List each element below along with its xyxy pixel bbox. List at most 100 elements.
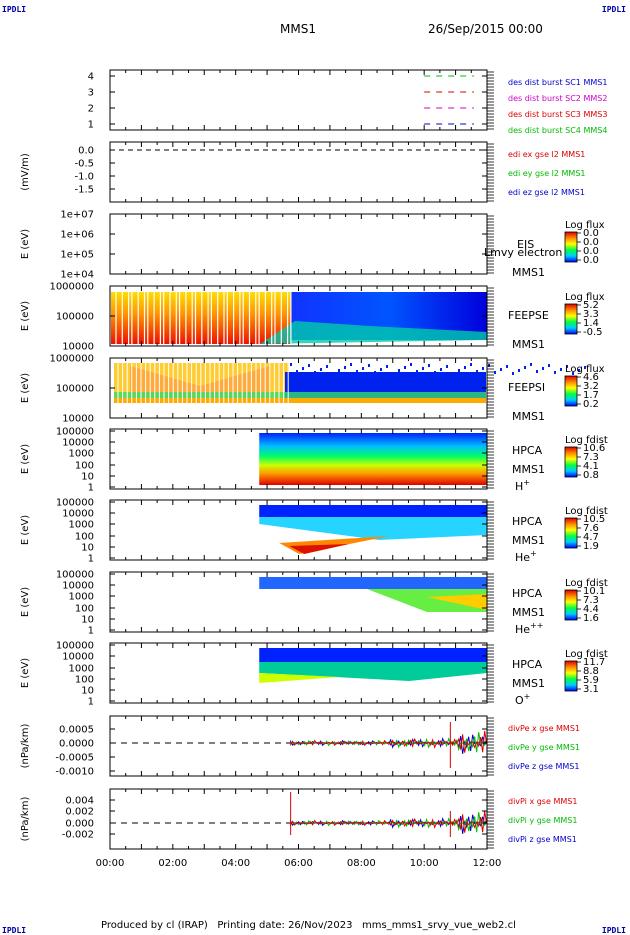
y-tick-label: 10 [81,543,94,554]
feepsi-sparse-pixel [290,363,292,366]
hpca_he-colorbar-tick-label: 1.9 [583,541,599,552]
x-tick-label: 10:00 [410,858,439,869]
y-tick-label: 10000 [62,342,94,353]
hpca-he-flux-mid [259,517,487,540]
hpca_o-colorbar-tick-label: 11.7 [583,657,605,668]
edi-ylabel: (mV/m) [20,153,31,191]
eis-ylabel: E (eV) [20,229,31,259]
eis-colorbar-tick-label: 0.0 [583,228,599,239]
feepsi-sparse-pixel [344,366,346,369]
corner-tag-top-left: IPDLI [2,5,27,14]
feepsi-flux-core [130,366,270,400]
feepsi-flux-mid-band [114,392,486,398]
feepsi-sparse-pixel [380,368,382,371]
burst-frame [109,69,488,131]
eis-colorbar [564,231,578,263]
hpca_he2-colorbar-title: Log fdist [565,578,608,589]
feepsi-sparse-pixel [530,363,532,366]
eis-colorbar-tick-label: 0.0 [583,246,599,257]
divpe-ylabel: (nPa/km) [20,724,31,769]
burst-legend-entry: des dist burst SC1 MMS1 [508,78,607,87]
hpca_o-spectrogram [259,648,487,683]
feepsi-sparse-pixel [464,366,466,369]
hpca_o-colorbar-tick-label: 5.9 [583,675,599,686]
feepsi-colorbar-tick-label: 3.2 [583,381,599,392]
hpca-o-flux-high [259,648,487,662]
hpca_h-colorbar-tick-label: 4.1 [583,461,599,472]
feepsi-sparse-pixel [500,368,502,371]
hpca-o-flux-mid [259,662,487,681]
eis-frame [109,213,488,275]
hpca-he2-flux-low [427,594,487,610]
y-tick-label: 100000 [56,312,94,323]
feepse-flux-low-band [260,321,487,344]
eis-spacecraft-label: MMS1 [512,266,545,279]
feepse-colorbar-tick-label: 3.3 [583,309,599,320]
feepsi-sparse-pixel [362,367,364,370]
panel-divpe: 0.0005 0.0000 -0.0005 -0.0010 (nPa/km) divPe … [20,715,580,778]
y-tick-label: 0.0 [78,146,94,157]
hpca_he-colorbar [564,517,578,549]
datetime-title: 26/Sep/2015 00:00 [428,22,543,36]
hpca-h-flux [259,433,487,485]
y-tick-label: 0.0000 [59,739,94,750]
y-tick-label: 100 [75,532,94,543]
panel-feepse: 1000000 100000 10000 E (eV) FEEPSE MMS1 Log fl… [20,282,605,353]
feepse-ylabel: E (eV) [20,301,31,331]
edi-frame [109,141,488,203]
hpca_o-colorbar-title: Log fdist [565,649,608,660]
y-tick-label: 10 [81,615,94,626]
y-tick-label: 1 [88,483,94,494]
feepsi-sparse-pixel [422,367,424,370]
hpca_h-colorbar-tick-label: 7.3 [583,452,599,463]
hpca-he2-flux-high [259,577,487,589]
feepsi-sparse-pixel [524,366,526,369]
feepsi-colorbar-tick-label: 0.2 [583,399,599,410]
hpca_h-instrument-label: HPCA [512,444,543,457]
feepsi-sparse-pixel [572,372,574,375]
hpca_o-species-label: O+ [515,692,530,707]
divpi-ylabel: (nPa/km) [20,797,31,842]
hpca_he2-instrument-label: HPCA [512,587,543,600]
hpca_he2-ylabel: E (eV) [20,587,31,617]
feepse-colorbar [564,303,578,335]
feepse-colorbar-tick-label: 5.2 [583,300,599,311]
hpca_he-colorbar-title: Log fdist [565,506,608,517]
y-tick-label: 1000000 [49,282,94,293]
feepsi-sparse-pixel [548,364,550,367]
divpi-legend-entry: divPi z gse MMS1 [508,835,577,844]
y-tick-label: 100000 [56,641,94,652]
y-tick-label: 1 [88,626,94,637]
y-tick-label: -0.0005 [55,753,94,764]
corner-tag-bottom-left: IPDLI [2,926,27,935]
corner-tag-bottom-right: IPDLI [601,926,626,935]
feepsi-sparse-pixel [410,363,412,366]
y-tick-label: -0.0010 [55,767,94,778]
y-tick-label: 10 [81,472,94,483]
hpca_he2-colorbar-tick-label: 1.6 [583,613,599,624]
eis-instrument-label: EIS [517,238,534,251]
feepsi-sparse-pixel [332,372,334,375]
feepsi-sparse-pixel [446,365,448,368]
feepsi-sparse-pixel [584,366,586,369]
edi-legend-entry: edi ex gse l2 MMS1 [508,150,585,159]
feepsi-sparse-pixel [578,369,580,372]
y-tick-label: 100000 [56,570,94,581]
hpca_o-ylabel: E (eV) [20,658,31,688]
feepsi-colorbar-tick-label: 4.6 [583,372,599,383]
footer-credit: Produced by cl (IRAP) Printing date: 26/… [101,920,516,931]
x-tick-label: 12:00 [473,858,502,869]
feepse-spacecraft-label: MMS1 [512,338,545,351]
hpca_o-spacecraft-label: MMS1 [512,677,545,690]
divpi-legend-entry: divPi x gse MMS1 [508,797,577,806]
feepsi-colorbar [564,375,578,407]
feepse-instrument-label: FEEPSE [508,309,549,322]
hpca_o-colorbar [564,660,578,692]
burst-legend-entry: des dist burst SC3 MMS3 [508,110,607,119]
y-tick-label: 100 [75,675,94,686]
hpca_he2-colorbar-tick-label: 7.3 [583,595,599,606]
feepsi-colorbar-tick-label: 1.7 [583,390,599,401]
edi-legend-entry: edi ez gse l2 MMS1 [508,188,585,197]
y-tick-label: 10000 [62,414,94,425]
